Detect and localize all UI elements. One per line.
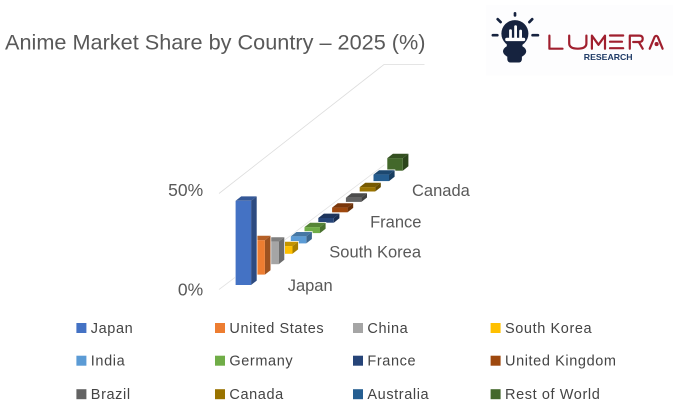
svg-text:50%: 50% xyxy=(168,180,203,200)
svg-text:Japan: Japan xyxy=(91,321,134,337)
svg-text:Anime Market Share by Country: Anime Market Share by Country – 2025 (%) xyxy=(5,31,426,54)
svg-text:Germany: Germany xyxy=(229,353,293,369)
svg-text:Japan: Japan xyxy=(288,277,333,295)
svg-text:Australia: Australia xyxy=(367,387,429,403)
svg-text:Brazil: Brazil xyxy=(91,387,131,403)
svg-text:South Korea: South Korea xyxy=(505,321,593,337)
svg-text:France: France xyxy=(370,214,421,232)
svg-text:China: China xyxy=(367,321,408,337)
svg-text:Canada: Canada xyxy=(412,182,471,200)
svg-text:South Korea: South Korea xyxy=(329,244,422,262)
svg-text:United States: United States xyxy=(229,321,324,337)
svg-text:Canada: Canada xyxy=(229,387,284,403)
svg-text:France: France xyxy=(367,353,416,369)
svg-text:Rest of World: Rest of World xyxy=(505,387,600,403)
svg-text:India: India xyxy=(91,353,126,369)
svg-text:RESEARCH: RESEARCH xyxy=(584,53,633,62)
svg-text:United Kingdom: United Kingdom xyxy=(505,353,617,369)
svg-text:0%: 0% xyxy=(178,280,203,300)
